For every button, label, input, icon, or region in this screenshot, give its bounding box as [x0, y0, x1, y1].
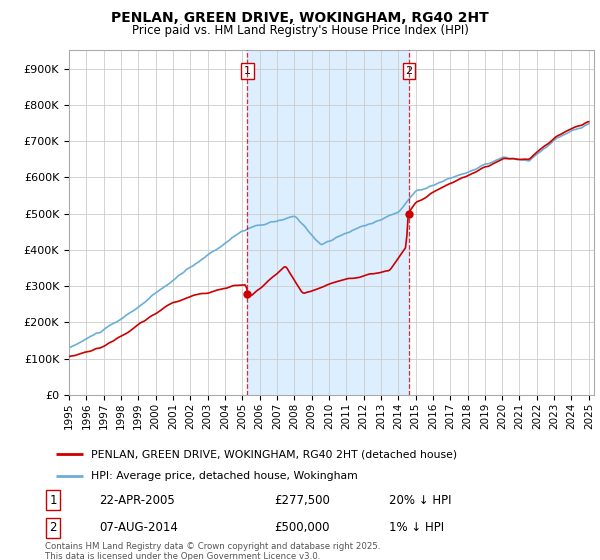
- Text: 1: 1: [244, 66, 251, 76]
- Text: HPI: Average price, detached house, Wokingham: HPI: Average price, detached house, Woki…: [91, 472, 358, 482]
- Text: PENLAN, GREEN DRIVE, WOKINGHAM, RG40 2HT (detached house): PENLAN, GREEN DRIVE, WOKINGHAM, RG40 2HT…: [91, 449, 458, 459]
- Text: PENLAN, GREEN DRIVE, WOKINGHAM, RG40 2HT: PENLAN, GREEN DRIVE, WOKINGHAM, RG40 2HT: [111, 11, 489, 25]
- Text: Price paid vs. HM Land Registry's House Price Index (HPI): Price paid vs. HM Land Registry's House …: [131, 24, 469, 36]
- Text: £500,000: £500,000: [274, 521, 330, 534]
- Text: 22-APR-2005: 22-APR-2005: [100, 494, 175, 507]
- Text: 2: 2: [406, 66, 413, 76]
- Text: Contains HM Land Registry data © Crown copyright and database right 2025.
This d: Contains HM Land Registry data © Crown c…: [45, 542, 380, 560]
- Text: 2: 2: [49, 521, 57, 534]
- Text: 1% ↓ HPI: 1% ↓ HPI: [389, 521, 444, 534]
- Bar: [247, 50, 409, 395]
- Text: 07-AUG-2014: 07-AUG-2014: [100, 521, 178, 534]
- Text: 20% ↓ HPI: 20% ↓ HPI: [389, 494, 451, 507]
- Text: £277,500: £277,500: [274, 494, 330, 507]
- Text: 1: 1: [49, 494, 57, 507]
